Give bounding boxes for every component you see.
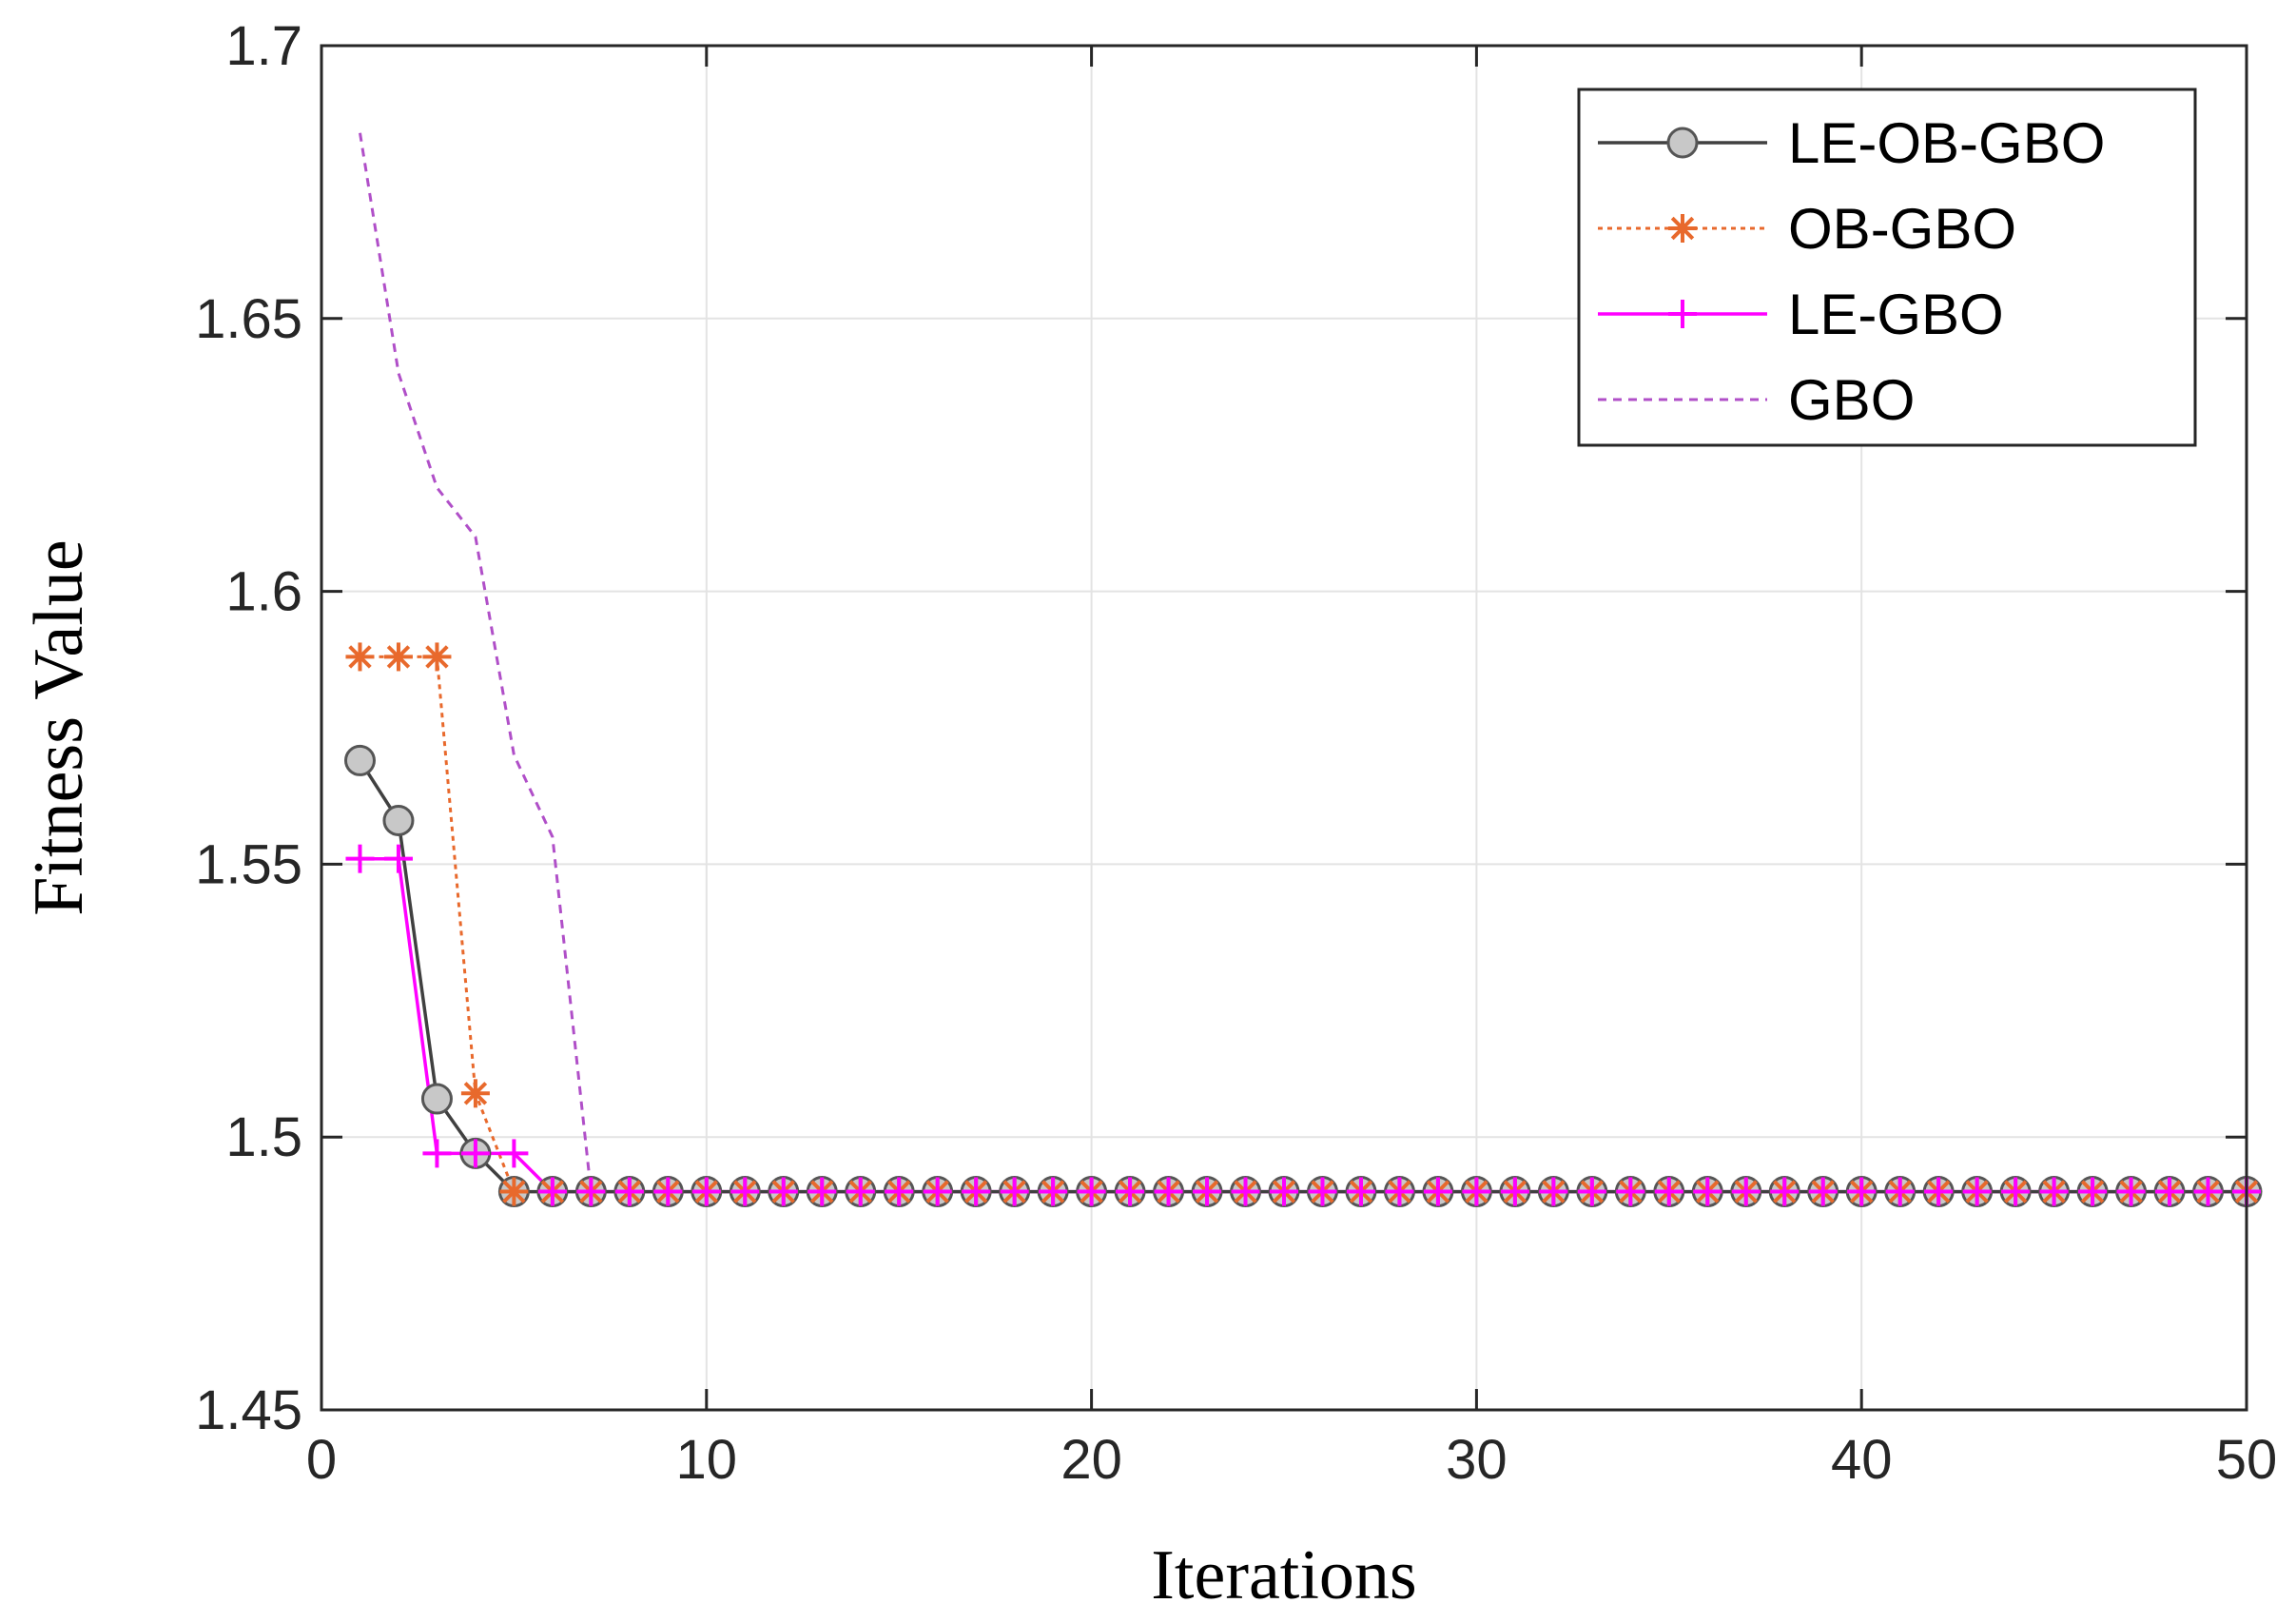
data-point xyxy=(1423,1177,1452,1206)
legend-marker xyxy=(1666,127,1699,159)
x-axis-title: Iterations xyxy=(1151,1536,1416,1614)
data-point xyxy=(1885,1177,1915,1206)
data-point xyxy=(345,844,375,873)
data-point xyxy=(2193,1177,2223,1206)
data-point xyxy=(422,1139,452,1168)
data-point xyxy=(383,642,413,672)
legend-label: GBO xyxy=(1788,368,1915,432)
data-point xyxy=(1346,1177,1375,1206)
x-tick-label: 50 xyxy=(2216,1429,2278,1491)
data-point xyxy=(653,1177,683,1206)
data-point xyxy=(730,1177,760,1206)
legend: LE-OB-GBO OB-GBO LE-GBO GBO xyxy=(1577,88,2197,447)
data-point xyxy=(1924,1177,1954,1206)
y-tick-label: 1.65 xyxy=(195,288,302,350)
legend-label: LE-OB-GBO xyxy=(1788,111,2105,175)
data-point xyxy=(343,744,376,776)
data-point xyxy=(1308,1177,1337,1206)
legend-label: LE-GBO xyxy=(1788,283,2004,346)
data-point xyxy=(499,1177,529,1206)
x-tick-label: 30 xyxy=(1446,1429,1508,1491)
data-point xyxy=(1000,1177,1029,1206)
y-tick-label: 1.45 xyxy=(195,1379,302,1441)
legend-marker xyxy=(1668,300,1697,328)
data-point xyxy=(1193,1177,1222,1206)
data-point xyxy=(2039,1177,2069,1206)
data-point xyxy=(1770,1177,1800,1206)
data-point xyxy=(2116,1177,2146,1206)
data-point xyxy=(2001,1177,2031,1206)
x-tick-label: 0 xyxy=(306,1429,337,1491)
legend-marker xyxy=(1668,214,1697,243)
data-point xyxy=(1039,1177,1068,1206)
data-point xyxy=(691,1177,721,1206)
data-point xyxy=(460,1139,490,1168)
series-markers-le-gbo xyxy=(345,844,2261,1206)
data-point xyxy=(2155,1177,2185,1206)
data-point xyxy=(1500,1177,1529,1206)
data-point xyxy=(1847,1177,1877,1206)
y-axis-title: Fitness Value xyxy=(20,539,98,915)
data-point xyxy=(2078,1177,2108,1206)
data-point xyxy=(1385,1177,1414,1206)
data-point xyxy=(1539,1177,1568,1206)
data-point xyxy=(614,1177,644,1206)
data-point xyxy=(420,1083,453,1115)
data-point xyxy=(1116,1177,1145,1206)
data-point xyxy=(1231,1177,1260,1206)
data-point xyxy=(1077,1177,1106,1206)
data-point xyxy=(962,1177,991,1206)
data-point xyxy=(1270,1177,1298,1206)
data-point xyxy=(1731,1177,1761,1206)
data-point xyxy=(382,805,415,837)
data-point xyxy=(1962,1177,1992,1206)
data-point xyxy=(1462,1177,1491,1206)
data-point xyxy=(885,1177,914,1206)
data-point xyxy=(1616,1177,1645,1206)
x-tick-label: 20 xyxy=(1060,1429,1122,1491)
series-layer xyxy=(343,132,2263,1208)
data-point xyxy=(537,1177,567,1206)
data-point xyxy=(846,1177,875,1206)
ticks xyxy=(320,44,2248,1412)
data-point xyxy=(807,1177,837,1206)
data-point xyxy=(769,1177,798,1206)
y-tick-label: 1.6 xyxy=(225,561,302,623)
data-point xyxy=(1154,1177,1183,1206)
plot-frame xyxy=(320,44,2248,1412)
y-tick-label: 1.5 xyxy=(225,1106,302,1168)
data-point xyxy=(345,642,375,672)
x-tick-label: 40 xyxy=(1831,1429,1893,1491)
data-point xyxy=(499,1139,529,1168)
legend-entries: LE-OB-GBO OB-GBO LE-GBO GBO xyxy=(1598,111,2105,432)
y-tick-label: 1.55 xyxy=(195,833,302,895)
data-point xyxy=(1693,1177,1722,1206)
data-point xyxy=(460,1079,490,1108)
tick-labels: 0 10 20 30 40 50 1.45 1.5 1.55 1.6 1.65 1.7 xyxy=(195,15,2277,1491)
data-point xyxy=(1654,1177,1683,1206)
x-tick-label: 10 xyxy=(676,1429,738,1491)
data-point xyxy=(1808,1177,1838,1206)
data-point xyxy=(576,1177,606,1206)
data-point xyxy=(1577,1177,1606,1206)
legend-label: OB-GBO xyxy=(1788,197,2016,261)
y-tick-label: 1.7 xyxy=(225,15,302,77)
data-point xyxy=(422,642,452,672)
data-point xyxy=(383,844,413,873)
data-point xyxy=(923,1177,952,1206)
